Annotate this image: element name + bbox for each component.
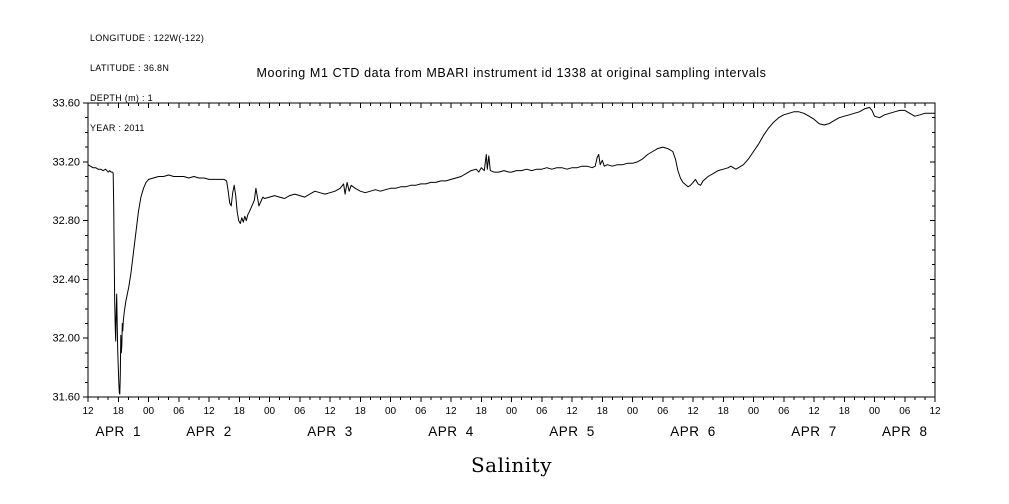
x-date-label: APR 6 xyxy=(670,424,716,439)
y-tick-label: 33.20 xyxy=(52,156,80,168)
metadata-latitude: LATITUDE : 36.8N xyxy=(90,63,170,73)
x-tick-label: 18 xyxy=(597,406,609,417)
x-date-label: APR 2 xyxy=(186,424,232,439)
y-tick-label: 32.40 xyxy=(52,274,80,286)
x-tick-label: 12 xyxy=(324,406,336,417)
salinity-trace xyxy=(87,106,936,395)
x-date-label: APR 3 xyxy=(307,424,353,439)
x-tick-label: 00 xyxy=(506,406,518,417)
x-tick-label: 12 xyxy=(929,406,941,417)
x-tick-label: 18 xyxy=(113,406,125,417)
x-tick-label: 12 xyxy=(82,406,94,417)
x-tick-label: 06 xyxy=(536,406,548,417)
y-tick-label: 32.80 xyxy=(52,215,80,227)
x-date-label: APR 5 xyxy=(549,424,595,439)
x-tick-label: 18 xyxy=(718,406,730,417)
x-tick-label: 00 xyxy=(869,406,881,417)
plot-box xyxy=(87,102,936,398)
y-tick-label: 33.60 xyxy=(52,98,80,110)
x-tick-label: 12 xyxy=(808,406,820,417)
x-axis-variable-label: Salinity xyxy=(470,453,553,477)
x-tick-label: 18 xyxy=(234,406,246,417)
x-tick-label: 18 xyxy=(476,406,488,417)
x-date-label: APR 4 xyxy=(428,424,474,439)
x-tick-label: 18 xyxy=(839,406,851,417)
x-tick-label: 12 xyxy=(445,406,457,417)
x-tick-label: 12 xyxy=(687,406,699,417)
x-date-label: APR 8 xyxy=(882,424,928,439)
y-tick-label: 31.60 xyxy=(52,392,80,404)
x-tick-label: 18 xyxy=(355,406,367,417)
x-tick-label: 06 xyxy=(294,406,306,417)
x-tick-label: 06 xyxy=(899,406,911,417)
metadata-block: LONGITUDE : 122W(-122) LATITUDE : 36.8N … xyxy=(90,13,204,153)
x-tick-label: 06 xyxy=(415,406,427,417)
x-tick-label: 00 xyxy=(264,406,276,417)
x-date-label: APR 1 xyxy=(95,424,141,439)
x-tick-label: 00 xyxy=(748,406,760,417)
x-tick-label: 06 xyxy=(657,406,669,417)
x-tick-label: 00 xyxy=(385,406,397,417)
x-tick-label: 12 xyxy=(203,406,215,417)
metadata-longitude: LONGITUDE : 122W(-122) xyxy=(90,33,205,43)
metadata-year: YEAR : 2011 xyxy=(90,123,145,133)
x-tick-label: 00 xyxy=(627,406,639,417)
x-tick-label: 12 xyxy=(566,406,578,417)
x-tick-label: 06 xyxy=(778,406,790,417)
chart-title: Mooring M1 CTD data from MBARI instrumen… xyxy=(256,66,767,80)
y-tick-label: 32.00 xyxy=(52,333,80,345)
x-tick-label: 00 xyxy=(143,406,155,417)
x-date-label: APR 7 xyxy=(791,424,837,439)
x-tick-label: 06 xyxy=(173,406,185,417)
metadata-depth: DEPTH (m) : 1 xyxy=(90,93,153,103)
